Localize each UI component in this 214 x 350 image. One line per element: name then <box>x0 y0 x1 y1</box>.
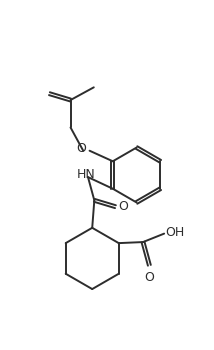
Text: O: O <box>77 142 86 155</box>
Text: O: O <box>119 200 128 213</box>
Text: OH: OH <box>165 226 184 239</box>
Text: HN: HN <box>76 168 95 182</box>
Text: O: O <box>144 271 154 284</box>
